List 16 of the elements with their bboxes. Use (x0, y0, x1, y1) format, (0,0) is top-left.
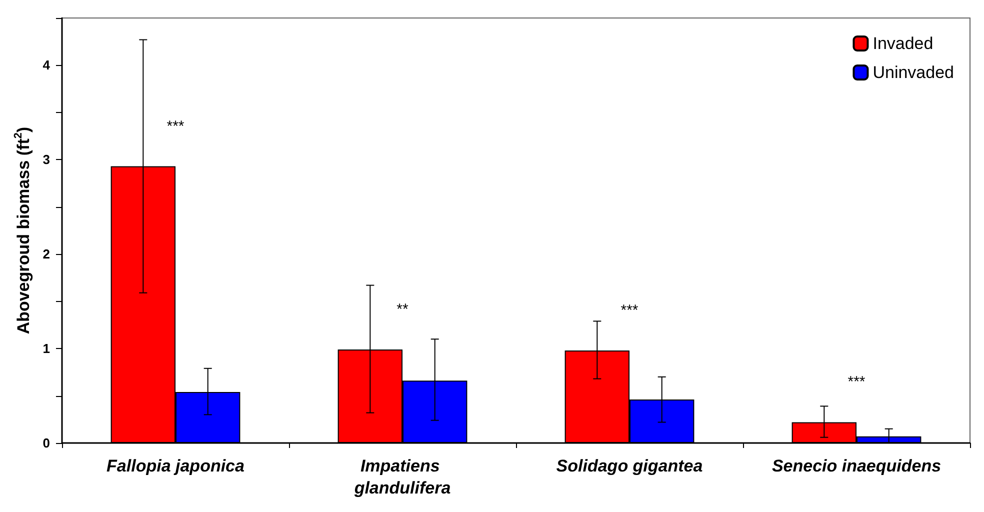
legend-label: Uninvaded (872, 63, 954, 82)
annotation: *** (620, 302, 638, 319)
legend-label: Invaded (872, 34, 934, 53)
x-tick-label: Solidago gigantea (556, 456, 703, 476)
y-tick-label: 3 (42, 152, 50, 168)
annotation: *** (848, 374, 866, 391)
x-tick-label: Senecio inaequidens (772, 456, 942, 476)
x-tick-label: Fallopia japonica (106, 456, 244, 476)
x-tick-label: Impatiens glandulifera (353, 456, 451, 498)
y-tick-label: 2 (42, 246, 50, 262)
annotation: ** (396, 301, 408, 318)
y-tick-label: 0 (42, 436, 50, 450)
annotation: *** (166, 118, 184, 135)
y-tick-label: 4 (42, 58, 51, 73)
y-tick-label: 1 (42, 341, 50, 356)
y-axis-title: Abovegroud biomass (ft2) (12, 126, 33, 334)
